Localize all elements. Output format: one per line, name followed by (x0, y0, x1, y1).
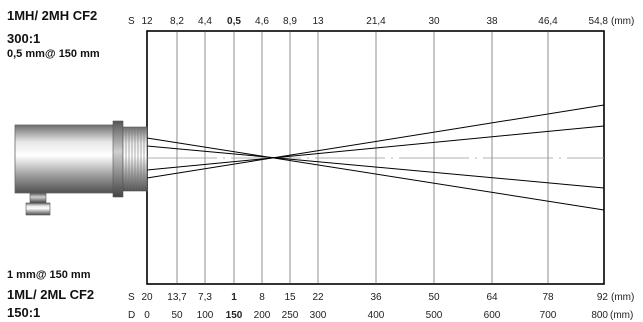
bottom-d-tick-label: 200 (254, 310, 271, 321)
bottom-d-prefix: D (128, 310, 135, 321)
bottom-ratio-label: 150:1 (7, 305, 41, 320)
bottom-s-prefix: S (128, 292, 135, 303)
bottom-spot-label: 1 mm@ 150 mm (7, 269, 91, 281)
top-s-tick-label: 4,4 (198, 16, 212, 27)
bottom-d-tick-label: 500 (426, 310, 443, 321)
sensor-flange (112, 120, 124, 198)
bottom-d-tick-label: 0 (144, 310, 150, 321)
beam-narrow-upper (146, 125, 605, 171)
bottom-d-tick-label: 700 (540, 310, 557, 321)
top-s-tick-label: 21,4 (366, 16, 386, 27)
bottom-s-tick-label: 36 (370, 292, 382, 303)
bottom-d-tick-label: 100 (197, 310, 214, 321)
top-s-tick-label: 8,2 (170, 16, 184, 27)
top-s-tick-label: 8,9 (283, 16, 297, 27)
bottom-d-tick-label: 150 (226, 310, 243, 321)
diagram-frame (146, 30, 605, 285)
bottom-s-tick-label: 15 (284, 292, 296, 303)
bottom-s-ticks: 20 13,7 7,3 1 8 15 22 36 50 64 78 92 (141, 292, 608, 303)
bottom-model-label: 1ML/ 2ML CF2 (7, 287, 95, 302)
bottom-s-tick-label: 92 (597, 292, 609, 303)
sensor-housing (14, 124, 116, 194)
bottom-d-tick-label: 250 (282, 310, 299, 321)
bottom-d-tick-label: 800 (591, 310, 608, 321)
sensor-body (14, 120, 148, 216)
top-s-tick-label: 4,6 (255, 16, 269, 27)
bottom-s-tick-label: 50 (428, 292, 440, 303)
top-s-unit: (mm) (611, 16, 634, 27)
bottom-d-tick-label: 400 (368, 310, 385, 321)
beam-lines (146, 104, 605, 211)
top-s-tick-label: 46,4 (538, 16, 558, 27)
top-s-prefix: S (128, 16, 135, 27)
bottom-s-tick-label: 20 (141, 292, 153, 303)
top-s-tick-label: 54,8 (589, 16, 609, 27)
top-s-tick-label: 38 (486, 16, 498, 27)
top-s-tick-label: 30 (428, 16, 440, 27)
top-model-label: 1MH/ 2MH CF2 (7, 8, 98, 23)
gridlines (176, 31, 549, 284)
bottom-s-tick-label: 7,3 (198, 292, 212, 303)
top-ratio-label: 300:1 (7, 31, 41, 46)
beam-narrow-lower (146, 145, 605, 189)
top-s-tick-label: 13 (312, 16, 324, 27)
bottom-s-unit: (mm) (611, 292, 634, 303)
top-s-ticks: 12 8,2 4,4 0,5 4,6 8,9 13 21,4 30 38 46,4 54,8 (141, 16, 608, 27)
top-s-tick-label: 0,5 (227, 16, 241, 27)
bottom-d-ticks: 0 50 100 150 200 250 300 400 500 600 700 800 (144, 310, 608, 321)
connector-nut (25, 202, 51, 216)
top-s-tick-label: 12 (141, 16, 153, 27)
beam-wide-upper (146, 104, 605, 179)
bottom-d-unit: (mm) (610, 310, 633, 321)
bottom-s-tick-label: 22 (312, 292, 324, 303)
bottom-s-tick-label: 8 (259, 292, 265, 303)
bottom-d-tick-label: 300 (310, 310, 327, 321)
bottom-s-tick-label: 1 (231, 292, 237, 303)
bottom-s-tick-label: 78 (542, 292, 554, 303)
bottom-d-tick-label: 600 (484, 310, 501, 321)
bottom-s-tick-label: 13,7 (167, 292, 187, 303)
top-spot-label: 0,5 mm@ 150 mm (7, 48, 100, 60)
bottom-s-tick-label: 64 (486, 292, 498, 303)
beam-wide-lower (146, 137, 605, 211)
bottom-d-tick-label: 50 (171, 310, 183, 321)
connector-neck (29, 192, 47, 204)
